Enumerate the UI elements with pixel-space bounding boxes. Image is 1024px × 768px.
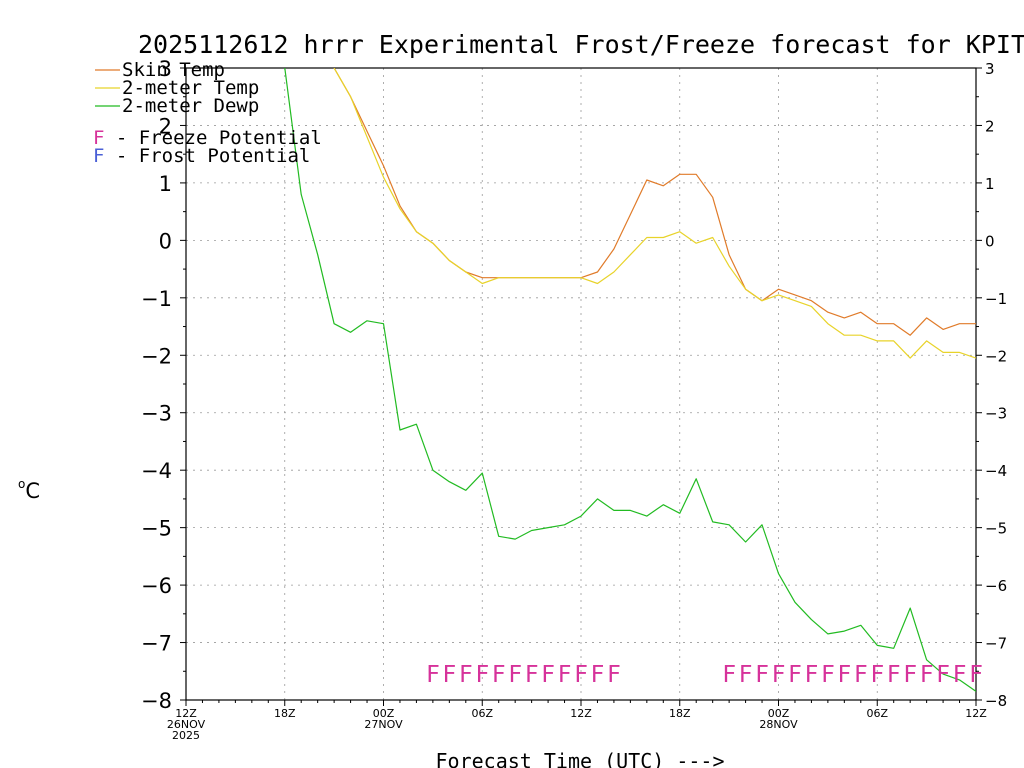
y-tick-label-left: −5 [141,517,172,541]
freeze-mark: F [607,662,621,688]
freeze-mark: F [804,662,818,688]
legend-label-2m-dewp: 2-meter Dewp [122,95,259,117]
y-axis-label-unit: C [25,479,40,503]
y-axis-label-degree: o [18,477,25,491]
freeze-mark: F [591,662,605,688]
x-tick-label: 12Z [570,707,592,720]
series-line-2-meter-temp [333,68,976,359]
legend-frost-entry: F - Frost Potential [93,145,310,167]
y-tick-label-right: −6 [985,577,1007,595]
x-tick-label: 00Z [373,707,395,720]
legend-freeze-symbol: F [93,127,104,149]
x-tick-label: 28NOV [759,718,798,731]
freeze-mark: F [475,662,489,688]
y-axis-label: oC [18,477,40,503]
x-tick-label: 00Z [768,707,790,720]
y-tick-label-left: −3 [141,402,172,426]
y-tick-label-left: 0 [159,229,172,253]
y-tick-label-right: 3 [985,60,995,78]
y-axis-ticks: −8 −8 −7 −7 −6 −6 −5 −5 −4 −4 −3 −3 −2 −2 −1 −1 0 0 1 1 2 2 3 3 [141,57,1007,713]
freeze-mark: F [525,662,539,688]
x-axis-label: Forecast Time (UTC) ---> [436,749,725,768]
y-tick-label-left: −7 [141,632,172,656]
x-tick-label: 18Z [274,707,296,720]
freeze-mark: F [574,662,588,688]
legend: Skin Temp 2-meter Temp 2-meter Dewp F - … [93,59,322,167]
y-tick-label-left: 2 [159,114,172,138]
y-tick-label-left: −8 [141,689,172,713]
y-tick-label-right: −2 [985,347,1007,365]
y-tick-label-left: 3 [159,57,172,81]
y-tick-label-right: −3 [985,405,1007,423]
freeze-mark: F [821,662,835,688]
x-tick-label: 27NOV [364,718,403,731]
grid-lines [185,67,977,701]
freeze-mark: F [492,662,506,688]
freeze-mark: F [953,662,967,688]
x-tick-label: 26NOV [167,718,206,731]
y-tick-label-left: 1 [159,172,172,196]
x-tick-label: 06Z [471,707,493,720]
y-tick-label-left: −4 [141,459,172,483]
freeze-mark: F [887,662,901,688]
freeze-mark: F [722,662,736,688]
legend-label-2m-temp: 2-meter Temp [122,77,259,99]
freeze-mark: F [936,662,950,688]
freeze-mark: F [788,662,802,688]
freeze-mark: F [426,662,440,688]
x-tick-label: 12Z [175,707,197,720]
freeze-mark: F [870,662,884,688]
x-tick-label: 06Z [866,707,888,720]
series-lines [284,68,976,692]
y-tick-label-right: 1 [985,175,995,193]
y-tick-label-left: −2 [141,344,172,368]
freeze-mark: F [442,662,456,688]
y-tick-label-right: 0 [985,232,995,250]
y-tick-label-right: −8 [985,692,1007,710]
x-tick-label: 2025 [172,729,200,742]
legend-freeze-text: - Freeze Potential [104,127,321,149]
freeze-mark: F [739,662,753,688]
y-tick-label-right: −4 [985,462,1007,480]
freeze-mark: F [837,662,851,688]
legend-label-skin-temp: Skin Temp [122,59,225,81]
series-line-2-meter-dewp [284,68,976,692]
y-tick-label-left: −6 [141,574,172,598]
freeze-mark: F [755,662,769,688]
freeze-mark: F [459,662,473,688]
freeze-mark: F [854,662,868,688]
freeze-mark: F [903,662,917,688]
y-tick-label-right: −7 [985,635,1007,653]
y-tick-label-right: −5 [985,520,1007,538]
freeze-mark: F [920,662,934,688]
x-tick-label: 12Z [965,707,987,720]
x-tick-label: 18Z [669,707,691,720]
legend-frost-symbol: F [93,145,104,167]
freeze-mark: F [772,662,786,688]
legend-frost-text: - Frost Potential [104,145,310,167]
freeze-mark: F [558,662,572,688]
chart-title: 2025112612 hrrr Experimental Frost/Freez… [138,30,1024,59]
freeze-mark: F [541,662,555,688]
freeze-mark: F [969,662,983,688]
y-tick-label-left: −1 [141,287,172,311]
y-tick-label-right: −1 [985,290,1007,308]
freeze-mark: F [508,662,522,688]
y-tick-label-right: 2 [985,117,995,135]
legend-freeze-entry: F - Freeze Potential [93,127,322,149]
